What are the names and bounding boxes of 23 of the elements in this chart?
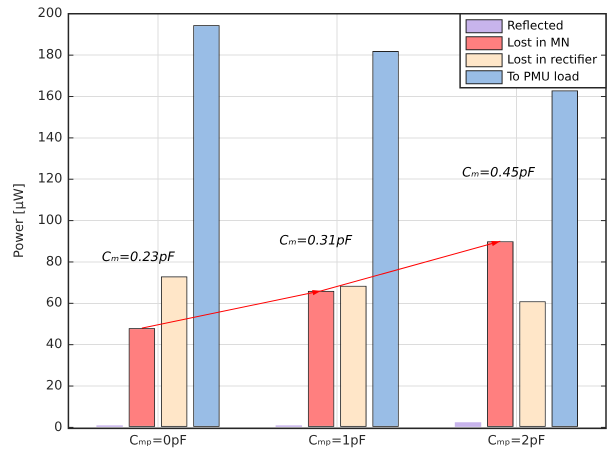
y-tick-label: 80: [46, 254, 62, 270]
annotation: Cₘ=0.23pF: [102, 250, 176, 266]
y-axis-title: Power [μW]: [12, 183, 28, 258]
legend-label: Reflected: [507, 18, 564, 32]
y-tick-label: 180: [38, 48, 62, 63]
x-tick-label: Cₘₚ=0pF: [129, 434, 187, 449]
y-tick-label: 0: [54, 420, 62, 435]
legend-label: Lost in MN: [507, 35, 570, 50]
legend-label: To PMU load: [506, 69, 580, 84]
y-tick-label: 200: [38, 6, 62, 22]
y-tick-label: 140: [38, 130, 62, 146]
y-tick-label: 60: [46, 296, 62, 311]
y-tick-label: 40: [46, 337, 62, 352]
y-tick-label: 160: [38, 88, 62, 104]
legend-label: Lost in rectifier: [507, 52, 598, 66]
bar: [454, 422, 482, 427]
y-tick-label: 120: [38, 172, 62, 187]
x-tick-label: Cₘₚ=1pF: [308, 434, 366, 449]
annotation: Cₘ=0.45pF: [462, 165, 536, 180]
y-tick-label: 100: [38, 212, 62, 228]
y-tick-label: 20: [46, 378, 62, 394]
annotation: Cₘ=0.31pF: [279, 234, 353, 249]
x-tick-label: Cₘₚ=2pF: [488, 434, 546, 449]
